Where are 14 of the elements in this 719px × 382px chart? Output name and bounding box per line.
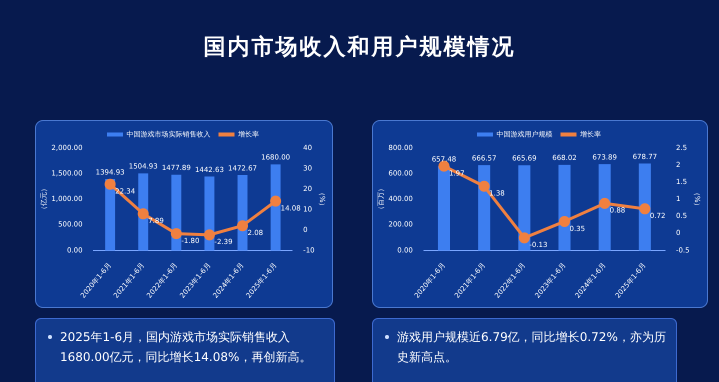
point [170, 228, 182, 240]
point [639, 203, 650, 214]
point [478, 180, 490, 192]
point [104, 178, 116, 190]
text: 2025年1-6月，国内游戏市场实际销售收入1680.00亿元，同比增长14.08%，再创新高。 [60, 329, 312, 366]
point [270, 196, 282, 207]
point [138, 208, 149, 220]
point [599, 198, 610, 209]
text: 游戏用户规模近6.79亿，同比增长0.72%，亦为历史新高点。 [397, 329, 666, 366]
text: 国内市场收入和用户规模情况 [202, 34, 516, 62]
point [518, 232, 530, 244]
point [204, 229, 215, 240]
point [237, 220, 248, 232]
point [559, 216, 570, 227]
